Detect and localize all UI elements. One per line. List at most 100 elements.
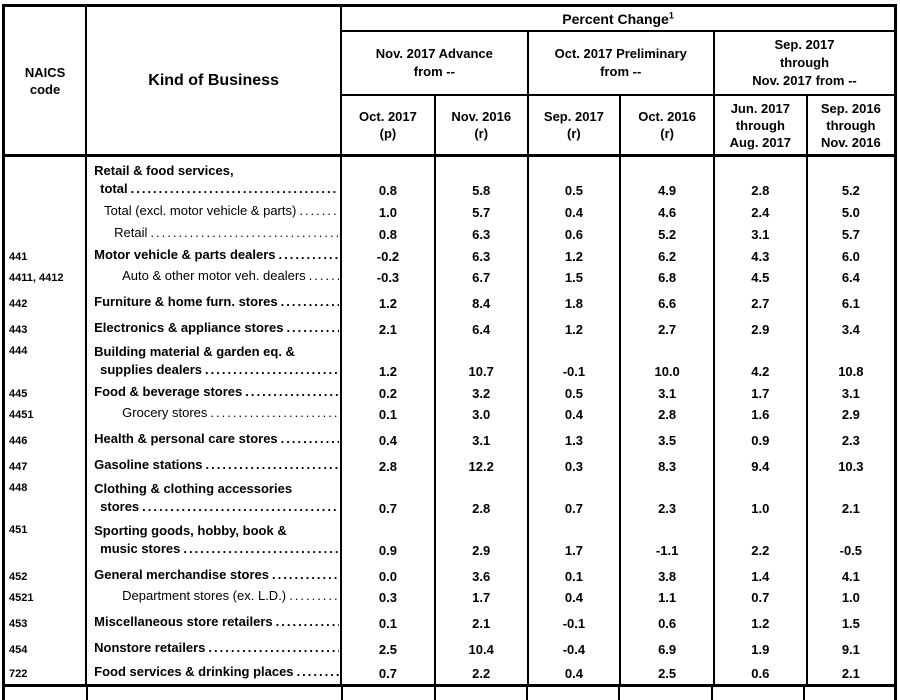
naics-code-cell: 443 [2, 313, 88, 340]
naics-code-cell: 447 [2, 450, 88, 477]
percent-change-value: 0.4 [526, 659, 622, 686]
kind-of-business-cell: Department stores (ex. L.D.) [85, 586, 343, 608]
business-label-text: Retail & food services, [94, 162, 234, 178]
percent-change-value: 1.0 [340, 200, 436, 223]
business-label-text: Building material & garden eq. & [94, 343, 295, 359]
percent-change-value: 2.9 [712, 313, 808, 340]
naics-code-cell: 722 [2, 659, 88, 686]
percent-change-value: 0.4 [526, 200, 622, 223]
percent-change-value: 4.6 [619, 200, 715, 223]
percent-change-value: 0.8 [340, 155, 436, 201]
percent-change-value: 0.1 [340, 607, 436, 634]
percent-change-value: 3.0 [433, 403, 529, 425]
percent-change-value: 1.0 [805, 586, 897, 608]
percent-change-value: 1.2 [526, 244, 622, 267]
percent-change-value: 6.4 [433, 313, 529, 340]
business-label-text: Total (excl. motor vehicle & parts) [104, 202, 297, 218]
percent-change-value: 2.1 [433, 607, 529, 634]
kind-of-business-cell: Electronics & appliance stores [85, 313, 343, 340]
percent-change-value: 0.4 [340, 424, 436, 451]
table-row: 722 Food services & drinking places 0.72.2… [2, 659, 897, 686]
table-header: NAICS code Kind of Business Percent Chan… [2, 4, 897, 157]
percent-change-value: 3.2 [433, 381, 529, 404]
naics-code-cell: 4451 [2, 403, 88, 425]
naics-code-cell [2, 200, 88, 223]
naics-code-cell: 445 [2, 381, 88, 404]
percent-change-value: 4.9 [619, 155, 715, 201]
percent-change-value: 0.6 [526, 222, 622, 245]
percent-change-value: 4.5 [712, 266, 808, 288]
percent-change-value: 5.2 [619, 222, 715, 245]
table-wrapper: NAICS code Kind of Business Percent Chan… [2, 4, 897, 700]
percent-change-value: 2.2 [712, 518, 808, 561]
business-label-text: Grocery stores [122, 404, 208, 420]
naics-code-cell: 454 [2, 633, 88, 660]
group3-line3: Nov. 2017 from -- [752, 73, 857, 88]
percent-change-value: 9.4 [712, 450, 808, 477]
percent-change-value: 6.3 [433, 244, 529, 267]
business-label-text: Furniture & home furn. stores [94, 293, 278, 309]
dot-leader [131, 180, 340, 198]
percent-change-value: 1.2 [340, 339, 436, 382]
percent-change-value: 5.7 [805, 222, 897, 245]
percent-change-value: 1.6 [712, 403, 808, 425]
percent-change-value: 3.5 [619, 424, 715, 451]
percent-change-value: 2.1 [340, 313, 436, 340]
subcol4-line2: (r) [660, 126, 674, 141]
percent-change-value: 0.7 [712, 586, 808, 608]
percent-change-value: 3.8 [619, 560, 715, 587]
business-label-text: Electronics & appliance stores [94, 319, 284, 335]
percent-change-value: 2.9 [805, 403, 897, 425]
subcol3-line2: (r) [567, 126, 581, 141]
kind-of-business-cell: Total (excl. motor vehicle & parts) [85, 200, 343, 223]
percent-change-value: 4.2 [712, 339, 808, 382]
percent-change-value: 1.1 [619, 586, 715, 608]
table-row: 451 Sporting goods, hobby, book & music st… [2, 518, 897, 561]
subcol1-line1: Oct. 2017 [359, 109, 417, 124]
naics-code-cell: 4411, 4412 [2, 266, 88, 288]
column-border-stub [2, 687, 5, 700]
table-row: 4451 Grocery stores 0.13.00.42.81.62.9 [2, 403, 897, 425]
percent-change-value: 10.3 [805, 450, 897, 477]
table-row: 442 Furniture & home furn. stores 1.28.41.… [2, 287, 897, 314]
column-border-stub [803, 687, 805, 700]
kind-of-business-cell: Auto & other motor veh. dealers [85, 266, 343, 288]
percent-change-value: 1.2 [712, 607, 808, 634]
percent-change-value: 2.3 [805, 424, 897, 451]
group2-line1: Oct. 2017 Preliminary [554, 46, 687, 61]
dot-leader [150, 224, 339, 242]
naics-code-column-header: NAICS code [2, 4, 88, 157]
header-row-top: NAICS code Kind of Business Percent Chan… [2, 4, 897, 157]
column-border-stub [894, 687, 897, 700]
table-row: Retail & food services, total 0.85.80.54.9… [2, 155, 897, 201]
kind-of-business-cell: Miscellaneous store retailers [85, 607, 343, 634]
table-row: 444 Building material & garden eq. & suppl… [2, 339, 897, 382]
percent-change-value: 3.1 [712, 222, 808, 245]
subcolumn-header-sep-nov-2016: Sep. 2016 through Nov. 2016 [805, 94, 897, 157]
business-label-text: Retail [114, 224, 148, 240]
percent-change-value: 0.7 [340, 659, 436, 686]
percent-change-value: -0.5 [805, 518, 897, 561]
business-label-text: Food & beverage stores [94, 383, 243, 399]
business-label-text: Clothing & clothing accessories [94, 480, 293, 496]
percent-change-value: 0.6 [712, 659, 808, 686]
subcolumn-header-oct-2017: Oct. 2017 (p) [340, 94, 436, 157]
table-row: Total (excl. motor vehicle & parts)1.05.… [2, 200, 897, 223]
percent-change-value: 10.8 [805, 339, 897, 382]
kind-of-business-cell: Food & beverage stores [85, 381, 343, 404]
percent-change-value: -0.1 [526, 607, 622, 634]
table-row: 447 Gasoline stations 2.812.20.38.39.410.3 [2, 450, 897, 477]
percent-change-value: 10.7 [433, 339, 529, 382]
kind-of-business-cell: Nonstore retailers [85, 633, 343, 660]
percent-change-value: 0.6 [619, 607, 715, 634]
subcol3-line1: Sep. 2017 [543, 109, 604, 124]
percent-change-value: 2.8 [433, 476, 529, 519]
percent-change-value: 6.7 [433, 266, 529, 288]
kind-of-business-cell: Retail [85, 222, 343, 245]
footnote-marker: 1 [668, 9, 674, 20]
group2-line2: from -- [600, 64, 642, 79]
percent-change-value: 3.1 [805, 381, 897, 404]
percent-change-value: -0.4 [526, 633, 622, 660]
business-label-text: total [100, 180, 128, 196]
dot-leader [299, 202, 339, 220]
